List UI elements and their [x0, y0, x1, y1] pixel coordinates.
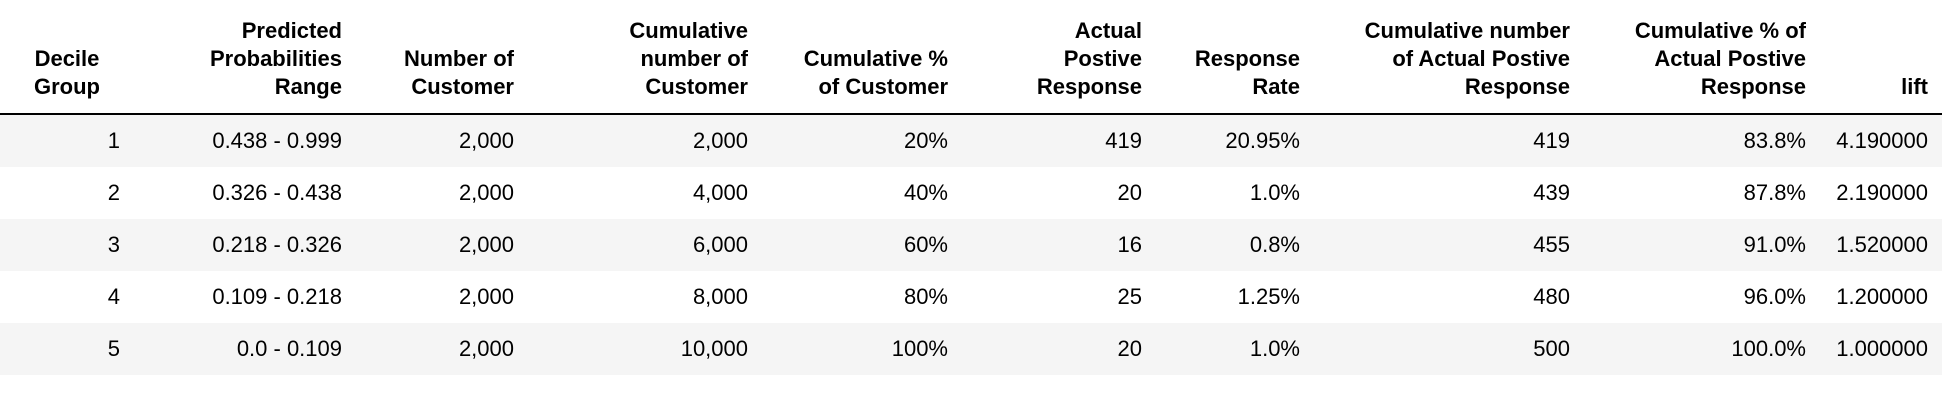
- table-row: 2 0.326 - 0.438 2,000 4,000 40% 20 1.0% …: [0, 167, 1942, 219]
- cell-cumulative-percent-customer: 80%: [762, 271, 962, 323]
- cell-response-rate: 1.0%: [1156, 323, 1314, 375]
- cell-probability-range: 0.326 - 0.438: [134, 167, 356, 219]
- cell-cumulative-customer: 6,000: [528, 219, 762, 271]
- cell-cumulative-percent-positive-response: 96.0%: [1584, 271, 1820, 323]
- table-body: 1 0.438 - 0.999 2,000 2,000 20% 419 20.9…: [0, 114, 1942, 375]
- cell-cumulative-percent-customer: 40%: [762, 167, 962, 219]
- table-row: 5 0.0 - 0.109 2,000 10,000 100% 20 1.0% …: [0, 323, 1942, 375]
- header-decile-group: Decile Group: [0, 0, 134, 115]
- cell-cumulative-percent-positive-response: 100.0%: [1584, 323, 1820, 375]
- cell-cumulative-positive-response: 439: [1314, 167, 1584, 219]
- cell-cumulative-percent-positive-response: 91.0%: [1584, 219, 1820, 271]
- cell-decile-group: 5: [0, 323, 134, 375]
- cell-response-rate: 1.0%: [1156, 167, 1314, 219]
- cell-number-of-customer: 2,000: [356, 114, 528, 167]
- cell-cumulative-percent-customer: 20%: [762, 114, 962, 167]
- cell-lift: 4.190000: [1820, 114, 1942, 167]
- header-number-of-customer: Number of Customer: [356, 0, 528, 115]
- cell-decile-group: 2: [0, 167, 134, 219]
- table-row: 4 0.109 - 0.218 2,000 8,000 80% 25 1.25%…: [0, 271, 1942, 323]
- cell-cumulative-customer: 4,000: [528, 167, 762, 219]
- cell-decile-group: 4: [0, 271, 134, 323]
- header-cumulative-number-actual-positive-response: Cumulative number of Actual Postive Respon…: [1314, 0, 1584, 115]
- cell-cumulative-customer: 10,000: [528, 323, 762, 375]
- cell-cumulative-percent-positive-response: 83.8%: [1584, 114, 1820, 167]
- cell-number-of-customer: 2,000: [356, 323, 528, 375]
- cell-cumulative-customer: 8,000: [528, 271, 762, 323]
- header-row: Decile Group Predicted Probabilities Range …: [0, 0, 1942, 115]
- cell-lift: 1.520000: [1820, 219, 1942, 271]
- header-actual-positive-response: Actual Postive Response: [962, 0, 1156, 115]
- cell-response-rate: 1.25%: [1156, 271, 1314, 323]
- cell-probability-range: 0.218 - 0.326: [134, 219, 356, 271]
- header-lift: lift: [1820, 0, 1942, 115]
- header-cumulative-percent-of-customer: Cumulative % of Customer: [762, 0, 962, 115]
- cell-cumulative-percent-customer: 60%: [762, 219, 962, 271]
- header-cumulative-percent-actual-positive-response: Cumulative % of Actual Postive Response: [1584, 0, 1820, 115]
- cell-probability-range: 0.0 - 0.109: [134, 323, 356, 375]
- table-row: 1 0.438 - 0.999 2,000 2,000 20% 419 20.9…: [0, 114, 1942, 167]
- decile-table-container: Decile Group Predicted Probabilities Range …: [0, 0, 1942, 375]
- cell-cumulative-positive-response: 455: [1314, 219, 1584, 271]
- cell-response-rate: 0.8%: [1156, 219, 1314, 271]
- cell-lift: 2.190000: [1820, 167, 1942, 219]
- table-row: 3 0.218 - 0.326 2,000 6,000 60% 16 0.8% …: [0, 219, 1942, 271]
- cell-cumulative-positive-response: 480: [1314, 271, 1584, 323]
- table-header: Decile Group Predicted Probabilities Range …: [0, 0, 1942, 115]
- cell-actual-positive-response: 419: [962, 114, 1156, 167]
- cell-actual-positive-response: 25: [962, 271, 1156, 323]
- cell-cumulative-percent-positive-response: 87.8%: [1584, 167, 1820, 219]
- cell-probability-range: 0.109 - 0.218: [134, 271, 356, 323]
- header-response-rate: Response Rate: [1156, 0, 1314, 115]
- cell-number-of-customer: 2,000: [356, 219, 528, 271]
- cell-lift: 1.200000: [1820, 271, 1942, 323]
- cell-actual-positive-response: 16: [962, 219, 1156, 271]
- cell-cumulative-positive-response: 500: [1314, 323, 1584, 375]
- cell-lift: 1.000000: [1820, 323, 1942, 375]
- decile-lift-table: Decile Group Predicted Probabilities Range …: [0, 0, 1942, 375]
- header-predicted-probabilities-range: Predicted Probabilities Range: [134, 0, 356, 115]
- cell-cumulative-percent-customer: 100%: [762, 323, 962, 375]
- cell-response-rate: 20.95%: [1156, 114, 1314, 167]
- cell-number-of-customer: 2,000: [356, 167, 528, 219]
- cell-cumulative-positive-response: 419: [1314, 114, 1584, 167]
- cell-number-of-customer: 2,000: [356, 271, 528, 323]
- cell-cumulative-customer: 2,000: [528, 114, 762, 167]
- cell-actual-positive-response: 20: [962, 167, 1156, 219]
- cell-actual-positive-response: 20: [962, 323, 1156, 375]
- cell-decile-group: 3: [0, 219, 134, 271]
- header-cumulative-number-of-customer: Cumulative number of Customer: [528, 0, 762, 115]
- cell-probability-range: 0.438 - 0.999: [134, 114, 356, 167]
- cell-decile-group: 1: [0, 114, 134, 167]
